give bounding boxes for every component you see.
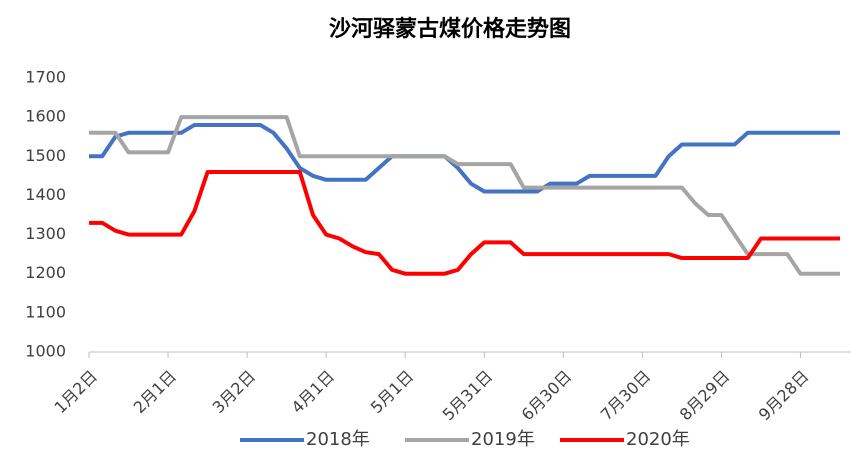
y-tick-label: 1200 [25,263,66,282]
y-tick-label: 1500 [25,146,66,165]
x-tick-label: 1月2日 [51,367,101,417]
x-tick-label: 5月31日 [439,367,497,425]
chart-title: 沙河驿蒙古煤价格走势图 [329,16,571,42]
y-tick-label: 1000 [25,342,66,361]
x-tick-label: 7月30日 [597,367,655,425]
x-tick-label: 2月1日 [130,367,180,417]
legend-label: 2019年 [471,429,535,450]
line-series [89,122,840,194]
x-tick-label: 3月2日 [209,367,259,417]
y-tick-label: 1300 [25,224,66,243]
y-tick-label: 1100 [25,302,66,321]
line-series [89,115,840,276]
line-series [89,169,840,276]
x-tick-label: 4月1日 [288,367,338,417]
legend-label: 2018年 [306,429,370,450]
x-tick-label: 9月28日 [755,367,813,425]
y-tick-label: 1600 [25,107,66,126]
x-tick-label: 8月29日 [676,367,734,425]
legend-label: 2020年 [626,429,690,450]
y-tick-label: 1700 [25,68,66,87]
x-tick-label: 6月30日 [518,367,576,425]
x-tick-label: 5月1日 [367,367,417,417]
y-tick-label: 1400 [25,185,66,204]
